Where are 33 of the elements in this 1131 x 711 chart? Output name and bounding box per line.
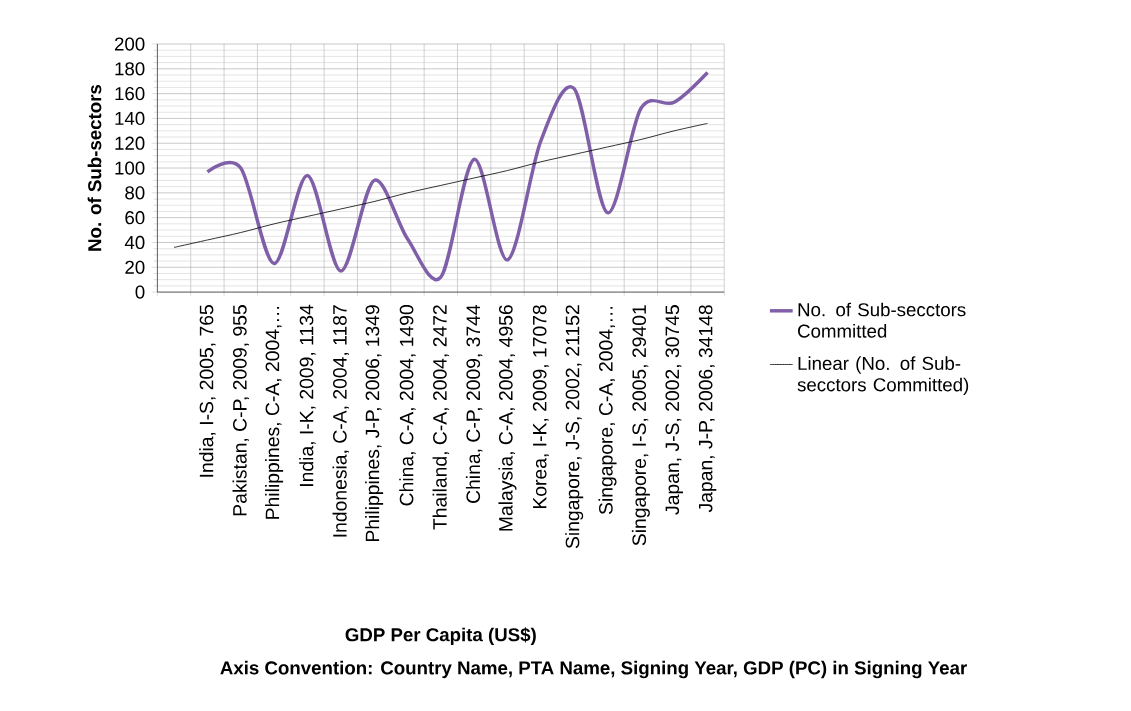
x-tick-label: Japan, J-S, 2002, 30745: [665, 305, 683, 515]
x-tick-label: Philippines, C-A, 2004,…: [265, 307, 284, 519]
x-tick-label: India, I-K, 2009, 1134: [299, 304, 316, 487]
y-tick-label: 0: [135, 285, 145, 299]
y-axis-title: No. of Sub-sectors: [87, 85, 102, 251]
x-tick-label: India, I-S, 2005, 765: [199, 305, 216, 477]
legend-label: No. of Sub-secctors Committed: [798, 302, 966, 338]
x-tick-label: Malaysia, C-A, 2004, 4956: [498, 305, 517, 531]
y-tick-label: 160: [115, 87, 145, 101]
y-tick-label: 40: [124, 235, 145, 250]
text: Axis Convention: Country Name, PTA Name, Signing Year, GDP (PC) in Signing Year: [220, 660, 967, 679]
x-tick-label: China, C-A, 2004, 1490: [399, 305, 416, 506]
x-tick-label: Thailand, C-A, 2004, 2472: [432, 305, 450, 530]
x-tick-label: Philippines, J-P, 2006, 1349: [365, 305, 384, 542]
x-tick-label: Singapore, C-A, 2004,…: [598, 307, 617, 515]
line-series: [173, 123, 708, 248]
x-tick-label: Japan, J-P, 2006, 34148: [698, 305, 717, 513]
y-tick-label: 200: [114, 37, 145, 51]
x-tick-label: Pakistan, C-P, 2009, 955: [232, 305, 249, 516]
y-tick-label: 180: [115, 62, 145, 76]
x-tick-label: Singapore, I-S, 2005, 29401: [631, 305, 650, 546]
y-tick-label: 80: [125, 186, 145, 200]
y-tick-label: 140: [115, 111, 145, 126]
x-axis-title: GDP Per Capita (US$): [345, 627, 536, 646]
x-tick-label: Singapore, J-S, 2002, 21152: [565, 305, 584, 549]
y-tick-label: 100: [115, 161, 145, 175]
x-tick-label: Korea, I-K, 2009, 17078: [532, 305, 549, 509]
y-tick-label: 60: [125, 211, 145, 225]
y-tick-label: 120: [115, 136, 145, 150]
x-tick-label: Indonesia, C-A, 2004, 1187: [332, 305, 350, 537]
x-tick-label: China, C-P, 2009, 3744: [465, 304, 483, 503]
legend-label: Linear (No. of Sub-secctors Committed): [797, 356, 969, 396]
y-tick-label: 20: [125, 260, 145, 274]
